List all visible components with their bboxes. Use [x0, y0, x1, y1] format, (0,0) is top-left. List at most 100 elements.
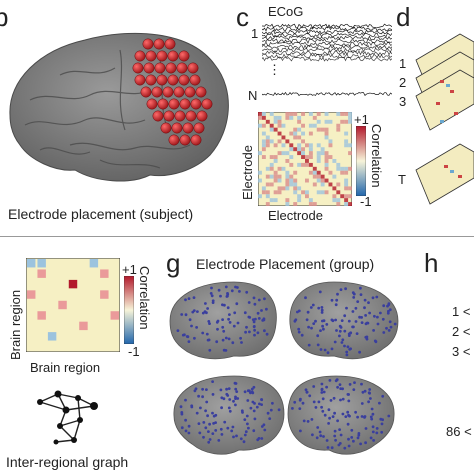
group-electrode-dot [255, 405, 259, 409]
group-electrode-dot [343, 314, 347, 318]
group-electrode-dot [228, 409, 232, 413]
ecog-trace [262, 35, 392, 41]
group-electrode-dot [338, 383, 342, 386]
matrix-cell [312, 182, 317, 187]
h-item-86: 86 < [446, 424, 472, 439]
caption-inter-regional-graph: Inter-regional graph [6, 454, 129, 470]
matrix-cell [293, 170, 298, 175]
matrix-cell [273, 119, 278, 124]
electrode [162, 86, 174, 98]
group-electrode-dot [350, 436, 354, 439]
matrix-cell [265, 182, 270, 187]
electrode [182, 122, 194, 134]
group-electrode-dot [224, 285, 228, 289]
group-electrode-dot [205, 388, 208, 391]
group-electrode-dot [369, 397, 372, 400]
matrix-cell [265, 119, 270, 124]
matrix-cell [273, 178, 278, 183]
group-electrode-dot [299, 429, 302, 433]
group-electrode-dot [210, 294, 214, 298]
group-electrode-dot [300, 333, 304, 337]
group-electrode-dot [247, 301, 251, 304]
matrix-cell [316, 143, 321, 148]
electrode [189, 74, 201, 86]
matrix-cell [316, 170, 321, 175]
group-electrode-dot [314, 406, 318, 409]
group-electrode-dot [349, 331, 353, 335]
matrix-cell [340, 194, 345, 199]
electrode [187, 62, 199, 74]
matrix-cell [289, 155, 294, 159]
matrix-cell [344, 202, 349, 206]
matrix-cell [258, 112, 262, 116]
group-electrode-dot [304, 388, 308, 392]
group-electrode-dot [239, 437, 243, 441]
matrix-cell [261, 139, 266, 144]
group-electrode-dot [381, 394, 385, 398]
group-electrode-dot [206, 414, 209, 418]
group-electrode-dot [340, 319, 344, 322]
group-electrode-dot [306, 310, 310, 314]
region-matrix-cell [100, 290, 109, 299]
region-matrix-cell [79, 321, 88, 331]
matrix-cell [261, 123, 266, 128]
matrix-cell [332, 186, 337, 191]
group-electrode-dot [386, 304, 389, 308]
matrix-cell [293, 131, 298, 136]
group-electrode-dot [231, 341, 235, 345]
group-electrode-dot [380, 430, 384, 434]
ecog-trace [262, 38, 392, 44]
matrix-cell [277, 166, 282, 171]
matrix-cell [336, 162, 341, 167]
matrix-cell [308, 155, 313, 159]
group-electrode-dot [181, 333, 185, 337]
group-electrode-dot [345, 306, 348, 310]
group-electrode-dot [253, 417, 257, 421]
ecog-trace [262, 32, 392, 38]
matrix-cell [265, 166, 270, 171]
matrix-cell [277, 178, 282, 183]
matrix-cell [336, 127, 341, 132]
group-electrode-dot [250, 387, 254, 391]
matrix-cell [297, 143, 302, 148]
group-electrode-dot [319, 348, 323, 351]
matrix-cell [269, 139, 274, 144]
group-brains [169, 281, 399, 455]
group-electrode-dot [192, 309, 196, 312]
ecog-trace [262, 50, 392, 56]
matrix-cell [305, 190, 309, 195]
group-electrode-dot [352, 388, 356, 391]
matrix-cell [273, 170, 278, 175]
group-electrode-dot [336, 385, 339, 389]
group-electrode-dot [207, 430, 210, 433]
matrix-cell [281, 151, 286, 156]
group-electrode-dot [350, 428, 354, 432]
matrix-cell [308, 123, 313, 128]
group-electrode-dot [205, 311, 208, 315]
group-electrode-dot [339, 433, 343, 437]
matrix-cell [344, 143, 349, 148]
group-electrode-dot [231, 425, 235, 429]
matrix-cell [312, 115, 317, 120]
group-electrode-dot [356, 300, 360, 303]
group-electrode-dot [346, 422, 350, 426]
group-electrode-dot [263, 428, 267, 432]
electrode [145, 50, 157, 62]
region-matrix-cell [68, 279, 78, 289]
matrix-cell [320, 174, 325, 179]
group-electrode-dot [347, 399, 351, 403]
matrix-cell [324, 155, 329, 159]
group-electrode-dot [253, 333, 256, 337]
group-electrode-dot [221, 338, 225, 342]
group-electrode-dot [297, 327, 301, 331]
matrix-cell [277, 123, 282, 128]
group-electrode-dot [368, 388, 372, 391]
matrix-cell [261, 112, 266, 116]
group-electrode-dot [330, 446, 334, 450]
matrix-cell [332, 159, 337, 163]
matrix-cell [265, 190, 270, 195]
group-electrode-dot [195, 326, 198, 329]
group-electrode-dot [265, 332, 269, 336]
group-electrode-dot [320, 388, 324, 392]
group-electrode-dot [315, 436, 319, 440]
